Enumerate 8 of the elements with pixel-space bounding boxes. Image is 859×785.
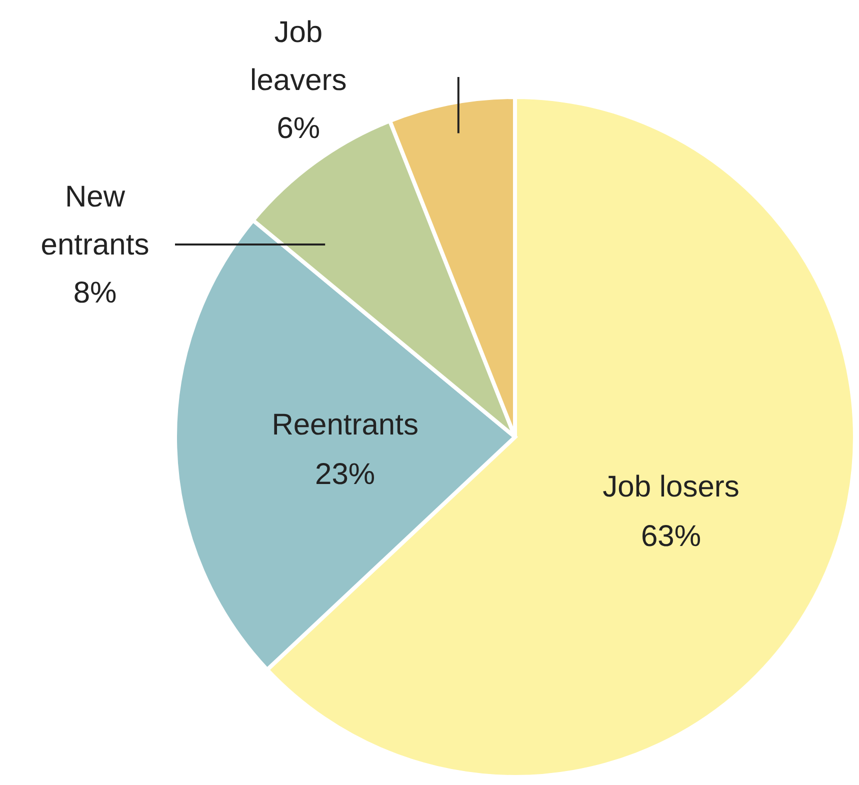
slice-label: Job losers bbox=[602, 470, 740, 504]
data-label: 8% bbox=[73, 276, 117, 310]
slice-label: New entrants bbox=[40, 180, 150, 262]
slice-label: Reentrants bbox=[272, 408, 418, 442]
slice-label: Job leavers bbox=[250, 16, 347, 97]
data-label: 63% bbox=[640, 520, 702, 554]
data-label: 23% bbox=[315, 458, 376, 491]
data-label: 6% bbox=[276, 112, 320, 145]
